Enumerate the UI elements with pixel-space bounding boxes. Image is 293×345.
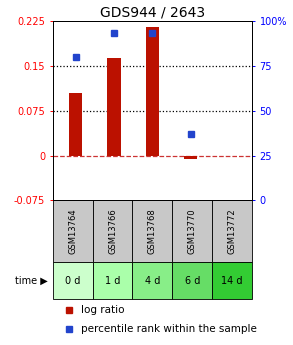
Bar bbox=[212, 200, 252, 262]
Bar bbox=[146, 27, 159, 156]
Bar bbox=[132, 262, 172, 299]
Text: GSM13770: GSM13770 bbox=[188, 208, 197, 254]
Bar bbox=[212, 262, 252, 299]
Bar bbox=[93, 200, 132, 262]
Bar bbox=[172, 262, 212, 299]
Text: 1 d: 1 d bbox=[105, 276, 120, 286]
Bar bbox=[53, 200, 93, 262]
Text: GSM13766: GSM13766 bbox=[108, 208, 117, 254]
Bar bbox=[184, 156, 197, 158]
Bar bbox=[69, 92, 82, 156]
Bar bbox=[132, 200, 172, 262]
Title: GDS944 / 2643: GDS944 / 2643 bbox=[100, 6, 205, 20]
Bar bbox=[107, 58, 121, 156]
Text: GSM13768: GSM13768 bbox=[148, 208, 157, 254]
Bar bbox=[53, 262, 93, 299]
Text: GSM13764: GSM13764 bbox=[68, 208, 77, 254]
Bar bbox=[93, 262, 132, 299]
Text: percentile rank within the sample: percentile rank within the sample bbox=[81, 324, 256, 334]
Text: 4 d: 4 d bbox=[145, 276, 160, 286]
Bar bbox=[172, 200, 212, 262]
Text: time ▶: time ▶ bbox=[15, 276, 48, 286]
Text: 14 d: 14 d bbox=[221, 276, 243, 286]
Text: GSM13772: GSM13772 bbox=[228, 208, 236, 254]
Text: log ratio: log ratio bbox=[81, 305, 124, 315]
Text: 6 d: 6 d bbox=[185, 276, 200, 286]
Text: 0 d: 0 d bbox=[65, 276, 80, 286]
